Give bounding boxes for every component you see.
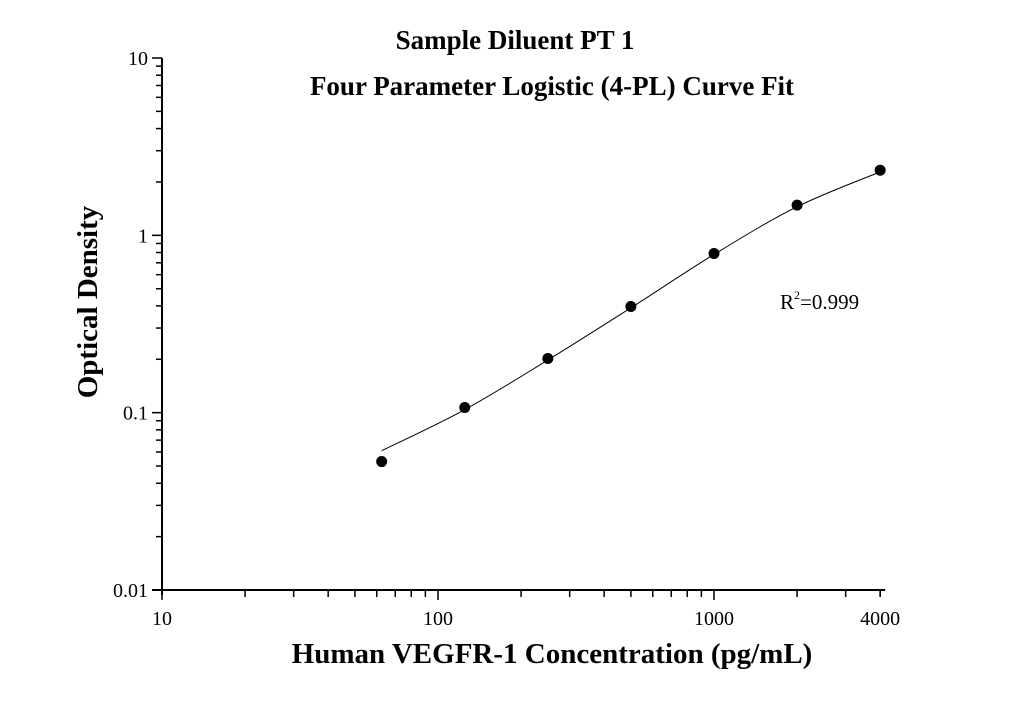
y-tick-label: 1 <box>138 225 148 247</box>
y-tick-label: 0.01 <box>113 580 148 602</box>
data-point <box>791 199 803 211</box>
x-tick-label: 100 <box>423 608 453 630</box>
chart-title: Sample Diluent PT 1 <box>396 25 635 55</box>
x-tick-label: 1000 <box>694 608 734 630</box>
y-tick-label: 0.1 <box>123 403 148 425</box>
data-point <box>376 456 388 468</box>
x-axis-label: Human VEGFR-1 Concentration (pg/mL) <box>292 638 813 670</box>
x-tick-label: 10 <box>152 608 172 630</box>
r-squared-annotation: R2=0.999 <box>780 288 859 314</box>
data-point <box>625 300 637 312</box>
x-tick-label: 4000 <box>860 608 900 630</box>
chart-subtitle: Four Parameter Logistic (4-PL) Curve Fit <box>310 71 794 101</box>
data-point <box>542 353 554 365</box>
y-tick-label: 10 <box>128 48 148 70</box>
data-point <box>874 164 886 176</box>
y-axis-label: Optical Density <box>72 205 104 398</box>
data-point <box>459 401 471 413</box>
data-point <box>708 247 720 259</box>
